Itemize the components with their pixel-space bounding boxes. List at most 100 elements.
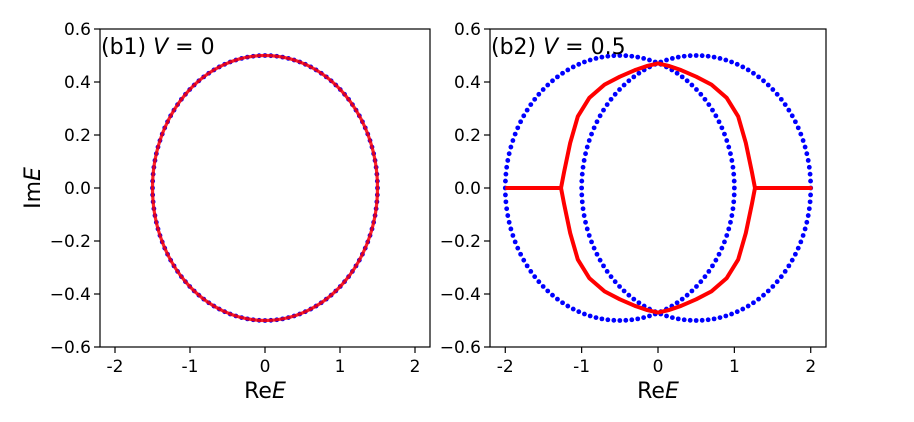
data-point [782, 268, 788, 274]
data-point [545, 288, 551, 294]
data-point [789, 113, 795, 119]
data-point [719, 125, 725, 131]
y-tick-label: −0.4 [440, 285, 481, 305]
y-tick-label: −0.4 [50, 285, 91, 305]
data-point [674, 300, 680, 306]
x-tick-label: 2 [805, 357, 816, 377]
data-point [731, 192, 737, 198]
y-tick-label: 0.6 [64, 20, 91, 40]
label-part: Im [21, 181, 46, 209]
label-part: = 0.5 [558, 35, 625, 60]
label-part: (b1) [101, 35, 153, 60]
data-point [802, 144, 808, 150]
data-point [756, 296, 761, 302]
panel-1: -2 -1 0 1 2 −0.6 −0.4 −0.2 0.0 0.2 0.4 0.6 (b1) V = … [21, 20, 431, 404]
data-point [745, 67, 751, 73]
data-point [722, 131, 727, 137]
data-point [786, 263, 792, 269]
data-point [702, 274, 708, 280]
data-point [795, 125, 801, 131]
data-point [612, 91, 618, 97]
data-point [635, 316, 641, 322]
data-point [807, 199, 813, 205]
data-point [621, 82, 627, 88]
italic-symbol: E [272, 379, 286, 404]
data-point [693, 53, 699, 58]
data-point [597, 257, 603, 263]
data-point [706, 102, 712, 108]
data-point [510, 138, 516, 143]
data-point [591, 125, 597, 131]
y-tick-label: 0.4 [64, 73, 91, 93]
data-point [536, 91, 542, 97]
data-point [694, 284, 699, 289]
x-tick-label: -2 [107, 357, 124, 377]
data-point [734, 61, 740, 67]
data-point [699, 317, 705, 323]
data-point [805, 213, 811, 218]
axes-frame [99, 28, 431, 348]
y-tick-label: −0.2 [440, 232, 481, 252]
data-point [717, 315, 723, 321]
data-point [792, 251, 798, 257]
data-point [687, 317, 693, 323]
data-point [778, 96, 784, 102]
data-point [729, 311, 734, 317]
data-point [681, 317, 687, 323]
data-point [674, 70, 680, 76]
x-axis-title: ReE [244, 379, 286, 404]
data-point [565, 303, 571, 309]
data-point [604, 102, 610, 108]
data-point [594, 119, 600, 125]
plot-area [150, 53, 380, 323]
x-tick-label: 0 [653, 357, 664, 377]
data-point [689, 82, 695, 88]
data-point [679, 296, 685, 302]
data-point [579, 171, 585, 177]
y-axis-title: ImE [21, 167, 46, 209]
data-point [679, 74, 685, 80]
data-point [586, 233, 592, 238]
data-point [611, 53, 617, 59]
data-point [579, 178, 585, 184]
data-point [589, 131, 594, 137]
italic-symbol: E [665, 379, 679, 404]
data-point [684, 78, 690, 84]
data-point [675, 54, 681, 60]
data-point [555, 296, 560, 302]
data-point [731, 185, 737, 191]
data-point [687, 53, 693, 59]
data-point [599, 316, 605, 322]
y-tick-label: 0.4 [454, 73, 481, 93]
data-point [647, 313, 652, 319]
data-point [508, 226, 514, 232]
data-point [626, 292, 632, 298]
data-point [641, 315, 647, 321]
data-point [681, 53, 687, 59]
data-point [664, 313, 669, 319]
data-point [604, 268, 610, 274]
data-point [761, 292, 766, 298]
y-tick-label: −0.6 [440, 338, 481, 358]
data-point [756, 74, 761, 80]
data-point [528, 102, 534, 108]
data-point [722, 239, 727, 245]
data-point [510, 233, 516, 238]
data-point [729, 158, 735, 163]
data-point [800, 233, 806, 238]
data-point [582, 311, 587, 317]
data-point [705, 53, 711, 59]
data-point [798, 131, 804, 137]
data-point [705, 317, 711, 323]
data-point [789, 257, 795, 263]
data-point [584, 226, 590, 232]
data-point [723, 57, 729, 63]
y-tick-label: 0.2 [64, 126, 91, 146]
data-point [786, 107, 792, 113]
data-point [503, 192, 508, 198]
data-point [617, 284, 622, 289]
data-point [599, 54, 605, 60]
data-point [802, 226, 808, 232]
data-point [724, 138, 730, 143]
